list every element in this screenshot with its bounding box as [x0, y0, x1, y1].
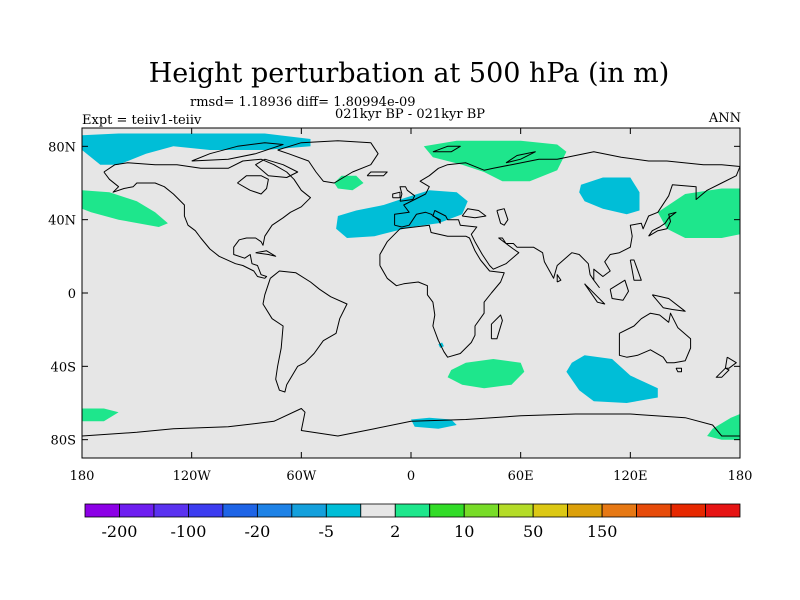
- anomaly-regions: [82, 133, 740, 440]
- sri-lanka-coast: [556, 274, 562, 283]
- sumatra-coast: [584, 283, 606, 305]
- new-guinea-coast: [651, 294, 686, 312]
- colorbar-swatch: [222, 503, 258, 518]
- south-america-coast: [262, 270, 348, 393]
- south-atlantic-positive-region: [447, 359, 525, 389]
- colorbar-swatch: [636, 503, 672, 518]
- colorbar-label: -20: [244, 522, 270, 541]
- colorbar-label: 10: [454, 522, 474, 541]
- british-isles-coast: [399, 186, 416, 202]
- borneo-coast: [609, 279, 629, 301]
- colorbar-swatch: [670, 503, 706, 518]
- new-zealand-south-coast: [715, 367, 730, 378]
- cuba-coast: [255, 250, 277, 257]
- x-tick-label: 0: [407, 469, 415, 484]
- season-label: ANN: [708, 111, 741, 126]
- colorbar-swatch: [153, 503, 189, 518]
- colorbar: -200 -100 -20 -5 2 10 50 150: [84, 503, 741, 541]
- y-tick-label: 80N: [48, 140, 76, 155]
- coastlines: [81, 140, 741, 437]
- antarctica-coast: [81, 408, 740, 437]
- colorbar-swatch: [567, 503, 603, 518]
- north-pacific-positive-region: [657, 188, 740, 238]
- black-sea-coast: [461, 208, 487, 219]
- colorbar-label: -5: [319, 522, 335, 541]
- colorbar-swatch: [498, 503, 534, 518]
- colorbar-swatch: [532, 503, 569, 518]
- ireland-coast: [392, 191, 401, 199]
- novaya-zemlya-coast: [505, 151, 536, 164]
- colorbar-swatch: [705, 503, 741, 518]
- colorbar-swatch: [360, 503, 396, 518]
- south-pacific-west-positive-region: [82, 408, 119, 422]
- colorbar-label: 50: [523, 522, 543, 541]
- australia-coast: [618, 312, 692, 364]
- baffin-island-coast: [255, 158, 299, 178]
- siberia-negative-region: [579, 177, 640, 215]
- colorbar-swatch: [119, 503, 155, 518]
- x-tick-label: 60E: [508, 469, 534, 484]
- arctic-negative-region: [82, 133, 311, 165]
- experiment-label: Expt = teiiv1-teiiv: [82, 113, 202, 128]
- chart-title: Height perturbation at 500 hPa (in m): [149, 58, 670, 89]
- eurasia-coast: [394, 151, 741, 288]
- stats-text: rmsd= 1.18936 diff= 1.80994e-09: [190, 95, 416, 110]
- colorbar-label: 150: [587, 522, 618, 541]
- colorbar-swatch: [394, 503, 431, 518]
- eurasia-positive-region: [423, 140, 567, 182]
- y-tick-label: 0: [68, 287, 76, 302]
- madagascar-coast: [490, 314, 503, 340]
- north-atlantic-positive-region: [334, 175, 364, 191]
- africa-coast: [379, 224, 505, 358]
- north-america-coast: [103, 158, 311, 279]
- iceland-coast: [366, 171, 388, 177]
- colorbar-swatch: [84, 503, 120, 518]
- map-background: [82, 128, 740, 458]
- colorbar-swatch: [325, 503, 362, 518]
- chart-subtitle: 021kyr BP - 021kyr BP: [335, 107, 485, 122]
- colorbar-label: -100: [170, 522, 206, 541]
- y-tick-label: 40S: [51, 360, 76, 375]
- x-tick-label: 120W: [173, 469, 212, 484]
- greenland-coast: [277, 140, 379, 184]
- colorbar-swatch: [291, 503, 327, 518]
- philippines-coast: [629, 259, 642, 281]
- colorbar-swatch: [429, 503, 465, 518]
- canadian-arctic-islands-coast: [191, 142, 284, 162]
- x-axis-ticks: 180 120W 60W 0 60E 120E 180: [70, 128, 753, 484]
- pacific-north-positive-region: [82, 190, 168, 227]
- south-indian-negative-region: [566, 355, 658, 403]
- colorbar-label: -200: [101, 522, 137, 541]
- map-panel: 180 120W 60W 0 60E 120E 180 80N 40N 0 40S 80S: [48, 127, 753, 484]
- tasmania-coast: [675, 367, 682, 373]
- y-axis-ticks: 80N 40N 0 40S 80S: [48, 140, 740, 449]
- south-pacific-east-positive-region: [707, 414, 740, 440]
- europe-negative-region: [336, 190, 468, 238]
- x-tick-label: 180: [70, 469, 95, 484]
- new-zealand-coast: [724, 356, 737, 369]
- caspian-sea-coast: [496, 208, 509, 226]
- colorbar-swatch: [256, 503, 293, 518]
- x-tick-label: 120E: [613, 469, 647, 484]
- colorbar-swatch: [601, 503, 637, 518]
- y-tick-label: 40N: [48, 214, 76, 229]
- colorbar-swatch: [463, 503, 500, 518]
- x-tick-label: 180: [728, 469, 753, 484]
- svalbard-coast: [432, 145, 461, 153]
- colorbar-swatch: [188, 503, 224, 518]
- japan-coast: [648, 211, 677, 237]
- colorbar-label: 2: [390, 522, 400, 541]
- hudson-bay-coast: [237, 175, 269, 195]
- x-tick-label: 60W: [286, 469, 317, 484]
- y-tick-label: 80S: [51, 434, 76, 449]
